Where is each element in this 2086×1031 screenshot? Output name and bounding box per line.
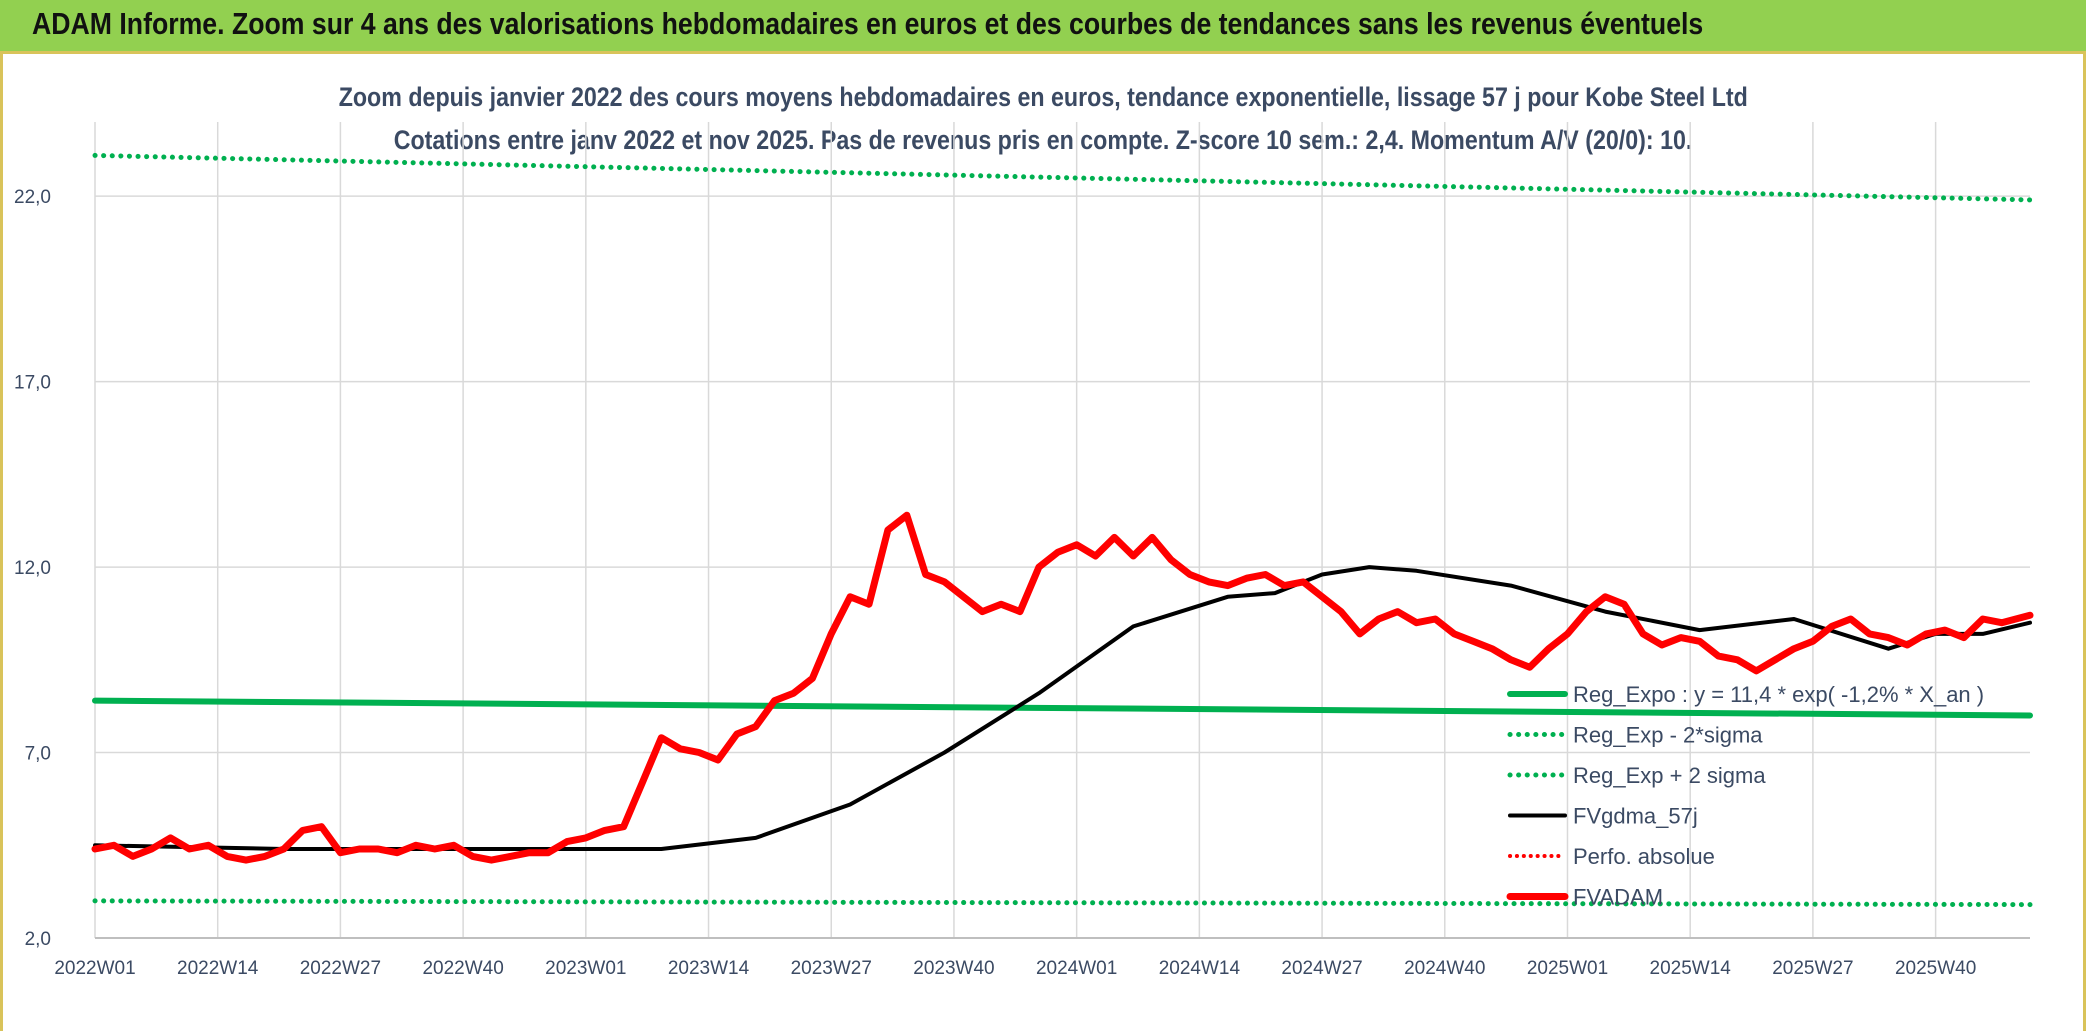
- x-tick-label: 2025W27: [1772, 958, 1853, 979]
- chart-frame: [0, 54, 2086, 1031]
- x-tick-label: 2025W14: [1650, 958, 1732, 979]
- y-tick-label: 22,0: [14, 187, 51, 208]
- y-tick-label: 7,0: [25, 744, 51, 765]
- chart-subtitle: Cotations entre janv 2022 et nov 2025. P…: [0, 125, 2086, 156]
- series-line-5: [91, 511, 2034, 864]
- x-tick-label: 2024W01: [1036, 958, 1117, 979]
- x-tick-label: 2025W40: [1895, 958, 1976, 979]
- legend-label: Perfo. absolue: [1573, 844, 1715, 869]
- legend-label: FVgdma_57j: [1573, 804, 1698, 829]
- x-tick-label: 2024W40: [1404, 958, 1485, 979]
- y-tick-label: 17,0: [14, 373, 51, 394]
- x-tick-label: 2022W40: [422, 958, 503, 979]
- legend-label: Reg_Expo : y = 11,4 * exp( -1,2% * X_an …: [1573, 682, 1984, 707]
- x-tick-label: 2023W14: [668, 958, 750, 979]
- x-tick-label: 2022W27: [300, 958, 381, 979]
- legend-label: Reg_Exp - 2*sigma: [1573, 723, 1763, 748]
- legend: Reg_Expo : y = 11,4 * exp( -1,2% * X_an …: [1506, 682, 1984, 910]
- x-axis-tick-labels: 2022W01 2022W14 2022W27 2022W40 2023W01 2023W…: [54, 958, 1976, 979]
- y-tick-label: 12,0: [14, 558, 51, 579]
- chart-subtitle-text: Cotations entre janv 2022 et nov 2025. P…: [393, 125, 1693, 155]
- report-banner: ADAM Informe. Zoom sur 4 ans des valoris…: [0, 0, 2086, 54]
- series-lines: [91, 152, 2034, 908]
- y-tick-label: 2,0: [25, 929, 51, 950]
- series-line-0: [92, 697, 2033, 719]
- x-tick-label: 2023W40: [913, 958, 994, 979]
- chart-title: Zoom depuis janvier 2022 des cours moyen…: [0, 82, 2086, 113]
- legend-label: FVADAM: [1573, 885, 1663, 910]
- y-axis-tick-labels: 2,0 7,0 12,0 17,0 22,0: [14, 187, 51, 950]
- chart-title-text: Zoom depuis janvier 2022 des cours moyen…: [338, 82, 1748, 112]
- x-tick-label: 2024W27: [1281, 958, 1362, 979]
- grid-lines: [94, 122, 2030, 939]
- x-tick-label: 2022W01: [54, 958, 135, 979]
- series-line-2: [92, 152, 2033, 203]
- x-tick-label: 2022W14: [177, 958, 259, 979]
- x-tick-label: 2023W27: [791, 958, 872, 979]
- x-tick-label: 2025W01: [1527, 958, 1608, 979]
- x-tick-label: 2023W01: [545, 958, 626, 979]
- x-tick-label: 2024W14: [1159, 958, 1241, 979]
- report-title: ADAM Informe. Zoom sur 4 ans des valoris…: [32, 6, 1704, 41]
- legend-label: Reg_Exp + 2 sigma: [1573, 763, 1766, 788]
